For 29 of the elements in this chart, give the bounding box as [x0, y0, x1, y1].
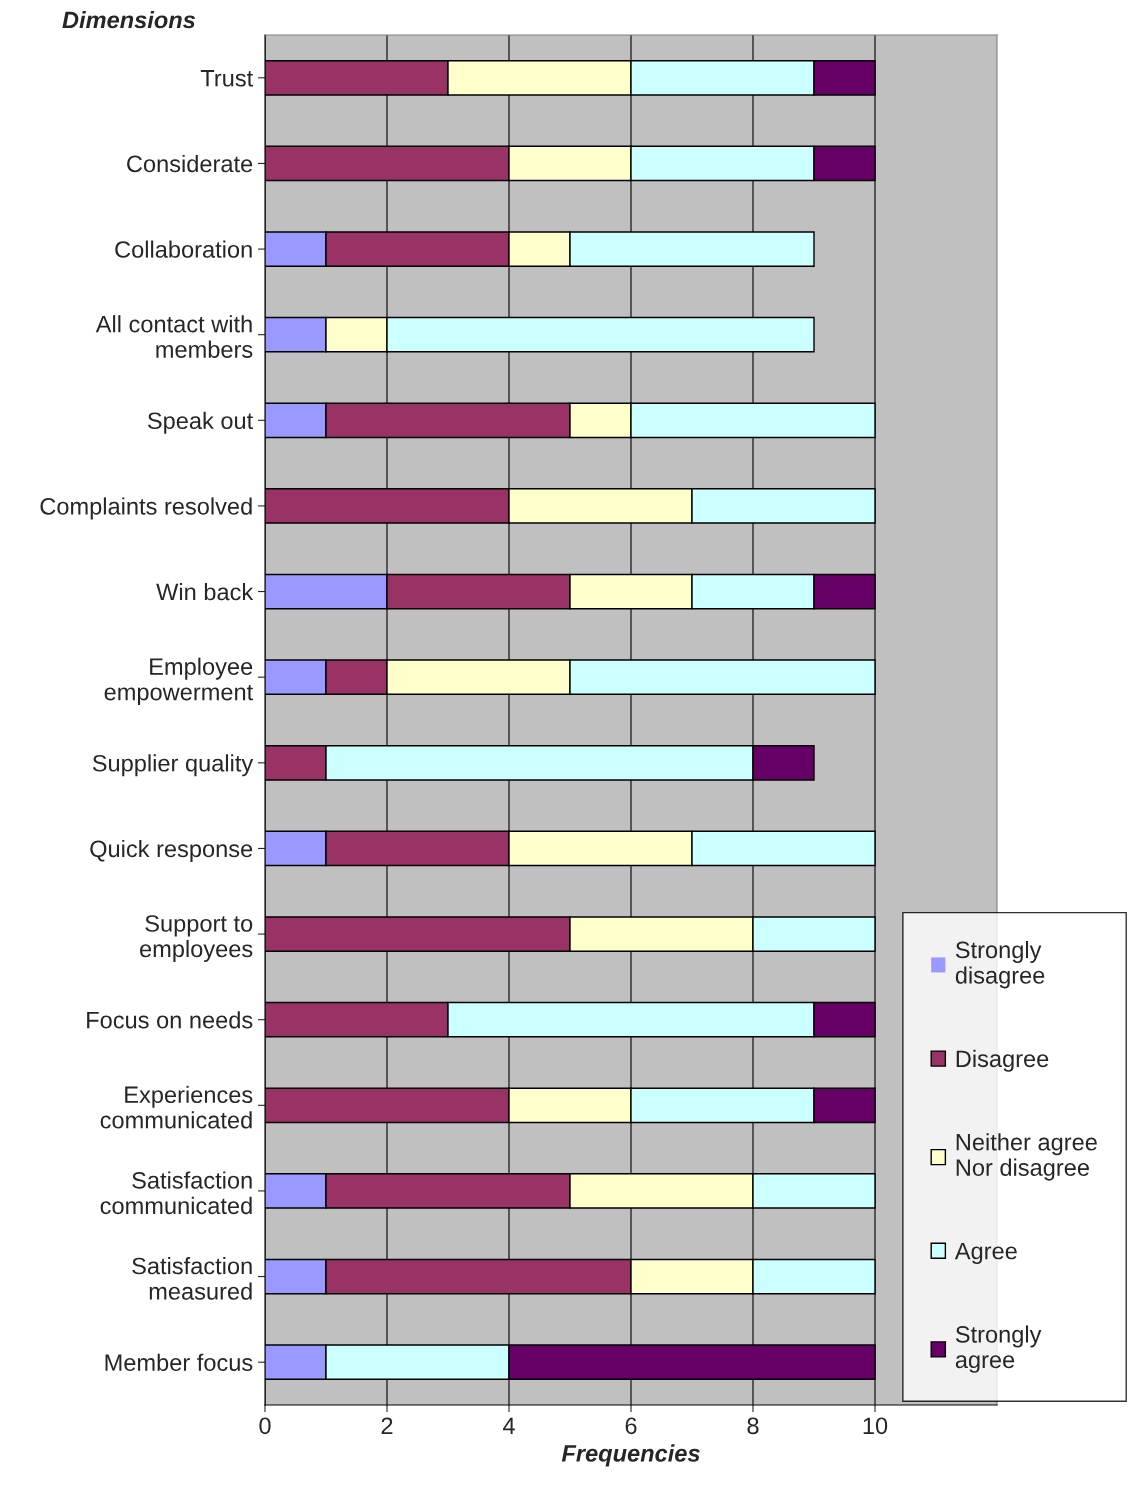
x-tick-label: 10: [863, 1417, 888, 1435]
legend-label: Neither agree Nor disagree: [956, 1133, 1097, 1181]
chart-title: Dimensions: [62, 11, 196, 29]
y-tick-label: Focus on needs: [87, 1011, 253, 1029]
y-tick-label: Satisfaction communicated: [100, 1171, 252, 1215]
y-tick-label: Experiences communicated: [100, 1085, 253, 1129]
x-tick-label: 2: [381, 1417, 393, 1434]
x-tick-label: 6: [625, 1417, 637, 1435]
y-tick-label: Trust: [200, 70, 254, 87]
y-tick-label: Employee empowerment: [104, 657, 254, 706]
y-tick-label: Speak out: [147, 411, 254, 434]
y-tick-label: Supplier quality: [92, 754, 254, 777]
x-axis-title: Frequencies: [561, 1444, 700, 1467]
x-tick-label: 8: [747, 1417, 759, 1435]
x-tick-label: 0: [259, 1417, 271, 1435]
x-tick-label: 4: [502, 1417, 515, 1434]
y-tick-label: Considerate: [127, 154, 253, 173]
y-tick-label: Complaints resolved: [40, 497, 252, 520]
y-tick-label: Win back: [156, 583, 254, 601]
legend-label: Strongly disagree: [955, 940, 1045, 989]
y-tick-label: Satisfaction measured: [132, 1257, 252, 1300]
y-tick-label: Collaboration: [115, 240, 252, 258]
legend-label: Agree: [954, 1242, 1017, 1265]
y-tick-label: Support to employees: [140, 915, 253, 962]
y-tick-label: All contact with members: [95, 315, 253, 358]
legend-label: Strongly agree: [955, 1325, 1042, 1373]
legend-label: Disagree: [956, 1049, 1049, 1072]
y-tick-label: Quick response: [90, 839, 253, 862]
y-tick-label: Member focus: [105, 1353, 253, 1371]
